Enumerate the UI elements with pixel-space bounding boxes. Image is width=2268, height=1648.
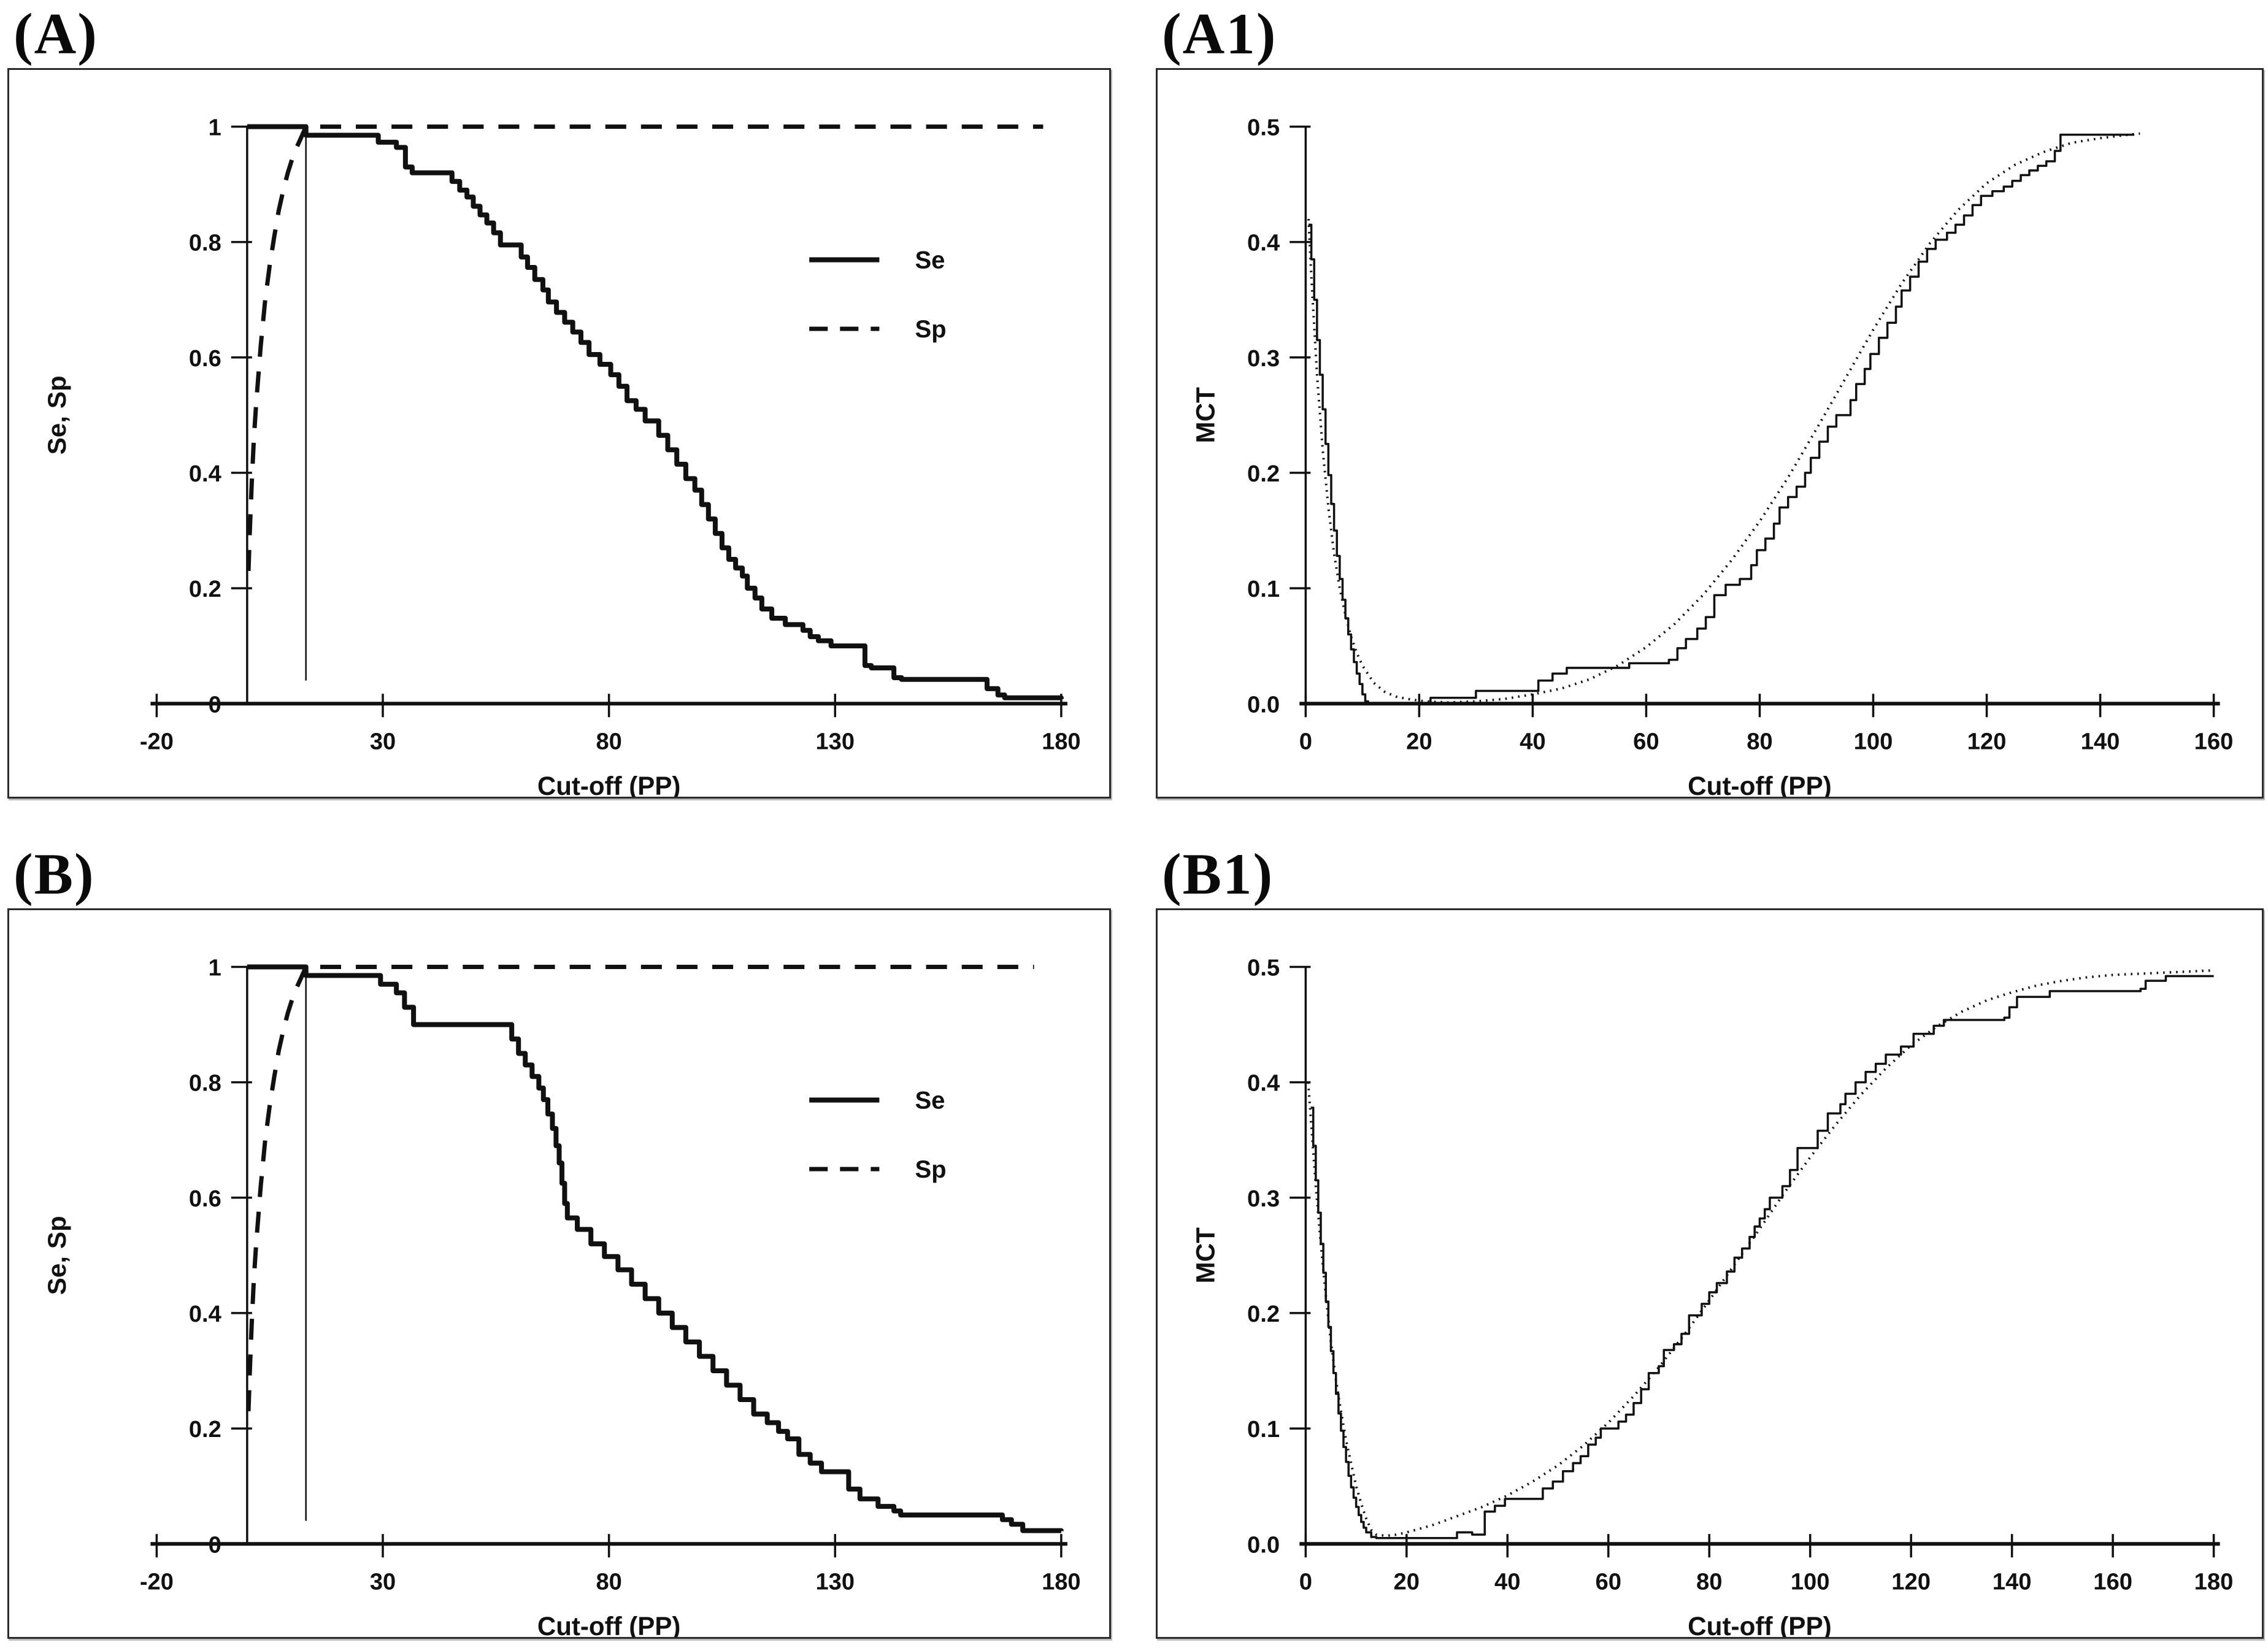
y-tick-label: 0.8 <box>189 1070 221 1097</box>
x-tick-label: 180 <box>1042 729 1080 755</box>
panel-a-chart-box: -20 30 80 130 180 0 0.2 0.4 0.6 0.8 1 Cut-off (PP) S… <box>7 68 1111 799</box>
y-tick-label: 0.4 <box>1247 230 1280 256</box>
x-tick-label: 80 <box>1747 729 1772 755</box>
axes: -20 30 80 130 180 0 0.2 0.4 0.6 0.8 1 <box>140 954 1081 1595</box>
x-tick-label: 80 <box>596 1569 621 1595</box>
x-tick-label: 180 <box>1042 1569 1080 1595</box>
series-mct-fitted <box>1307 132 2140 704</box>
x-tick-label: 20 <box>1406 729 1432 755</box>
y-tick-label: 0.4 <box>189 1301 221 1327</box>
series-se <box>247 964 1064 1533</box>
y-axis-title: Se, Sp <box>42 375 71 454</box>
panel-b-title: (B) <box>13 841 95 906</box>
legend-label-sp: Sp <box>915 1156 946 1183</box>
y-tick-label: 0.5 <box>1247 115 1280 141</box>
panel-b: (B) -20 30 80 130 180 0 0.2 0.4 0.6 0.8 1 Cut-off (… <box>7 845 1111 1639</box>
x-tick-label: 100 <box>1854 729 1893 755</box>
panel-b1: (B1) 0 20 40 60 80 100 120 140 160 180 0.0 0.1 0.2 0.… <box>1156 845 2264 1639</box>
panel-a-chart: -20 30 80 130 180 0 0.2 0.4 0.6 0.8 1 Cut-off (PP) S… <box>42 114 1081 797</box>
y-tick-label: 0 <box>209 1531 221 1558</box>
series-mct-empirical <box>1308 133 2135 705</box>
x-tick-label: 120 <box>1891 1569 1931 1595</box>
y-tick-label: 0.4 <box>1247 1070 1280 1097</box>
y-tick-label: 0.2 <box>189 576 221 602</box>
x-tick-label: 40 <box>1520 729 1545 755</box>
panel-a1-title: (A1) <box>1162 1 1277 66</box>
panel-b-chart: -20 30 80 130 180 0 0.2 0.4 0.6 0.8 1 Cut-off (PP) S… <box>42 954 1081 1637</box>
x-tick-label: 0 <box>1299 729 1312 755</box>
x-tick-label: 80 <box>596 729 621 755</box>
x-tick-label: 30 <box>370 729 396 755</box>
x-tick-label: 100 <box>1791 1569 1830 1595</box>
y-tick-label: 0.4 <box>189 461 221 487</box>
y-tick-label: 0.0 <box>1247 691 1280 718</box>
series-mct-empirical <box>1310 975 2214 1539</box>
x-axis-title: Cut-off (PP) <box>537 1612 681 1637</box>
x-tick-label: 180 <box>2194 1569 2234 1595</box>
x-tick-label: 0 <box>1299 1569 1312 1595</box>
y-tick-label: 0.8 <box>189 230 221 256</box>
y-tick-label: 1 <box>209 114 221 140</box>
y-axis-title: Se, Sp <box>42 1216 71 1295</box>
y-tick-label: 1 <box>209 954 221 981</box>
series-se <box>247 124 1064 700</box>
y-tick-label: 0.6 <box>189 345 221 372</box>
y-tick-label: 0.5 <box>1247 955 1280 981</box>
series-mct-fitted <box>1307 969 2214 1538</box>
x-axis-title: Cut-off (PP) <box>537 772 681 797</box>
y-tick-label: 0.3 <box>1247 345 1280 372</box>
legend-label-se: Se <box>915 1087 945 1114</box>
x-tick-label: 130 <box>816 1569 855 1595</box>
x-tick-label: 20 <box>1394 1569 1420 1595</box>
y-tick-label: 0.2 <box>1247 461 1280 487</box>
x-tick-label: 40 <box>1494 1569 1520 1595</box>
panel-a1: (A1) 0 20 40 60 80 100 120 140 160 0.0 0.1 0.2 0.3 0.… <box>1156 5 2264 799</box>
panel-b1-chart: 0 20 40 60 80 100 120 140 160 180 0.0 0.1 0.2 0.3 0.4 0… <box>1191 955 2234 1637</box>
y-tick-label: 0.1 <box>1247 1416 1280 1443</box>
panel-b-chart-box: -20 30 80 130 180 0 0.2 0.4 0.6 0.8 1 Cut-off (PP) S… <box>7 908 1111 1639</box>
panel-a1-chart-box: 0 20 40 60 80 100 120 140 160 0.0 0.1 0.2 0.3 0.4 0.5 C… <box>1156 68 2264 799</box>
y-tick-label: 0 <box>209 691 221 718</box>
y-tick-label: 0.0 <box>1247 1531 1280 1558</box>
legend-label-se: Se <box>915 247 945 274</box>
x-tick-label: 140 <box>1993 1569 2032 1595</box>
series-sp <box>246 964 1034 1411</box>
legend: Se Sp <box>809 1087 947 1183</box>
x-tick-label: 80 <box>1696 1569 1722 1595</box>
series-sp <box>246 124 1044 571</box>
y-tick-label: 0.3 <box>1247 1186 1280 1212</box>
y-tick-label: 0.2 <box>189 1416 221 1443</box>
x-tick-label: 160 <box>2194 729 2234 755</box>
x-tick-label: 120 <box>1967 729 2007 755</box>
panel-a: (A) -20 30 80 130 180 0 0.2 0.4 0.6 0.8 1 Cut-off (… <box>7 5 1111 799</box>
legend: Se Sp <box>809 247 947 343</box>
panel-b1-chart-box: 0 20 40 60 80 100 120 140 160 180 0.0 0.1 0.2 0.3 0.4 0… <box>1156 908 2264 1639</box>
x-tick-label: 140 <box>2081 729 2120 755</box>
panel-a1-chart: 0 20 40 60 80 100 120 140 160 0.0 0.1 0.2 0.3 0.4 0.5 C… <box>1191 115 2234 797</box>
y-tick-label: 0.2 <box>1247 1301 1280 1327</box>
x-axis-title: Cut-off (PP) <box>1688 1612 1832 1637</box>
x-tick-label: 60 <box>1596 1569 1621 1595</box>
legend-label-sp: Sp <box>915 315 946 343</box>
y-tick-label: 0.1 <box>1247 576 1280 602</box>
x-tick-label: 130 <box>816 729 855 755</box>
x-tick-label: -20 <box>140 1569 174 1595</box>
axes: 0 20 40 60 80 100 120 140 160 0.0 0.1 0.2 0.3 0.4 0.5 <box>1247 115 2233 755</box>
y-axis-title: MCT <box>1191 387 1220 443</box>
x-tick-label: 60 <box>1633 729 1659 755</box>
x-tick-label: -20 <box>140 729 174 755</box>
x-tick-label: 160 <box>2093 1569 2132 1595</box>
axes: 0 20 40 60 80 100 120 140 160 180 0.0 0.1 0.2 0.3 0.4 0… <box>1247 955 2233 1595</box>
axes: -20 30 80 130 180 0 0.2 0.4 0.6 0.8 1 <box>140 114 1081 754</box>
y-tick-label: 0.6 <box>189 1186 221 1212</box>
y-axis-title: MCT <box>1191 1227 1220 1284</box>
panel-b1-title: (B1) <box>1162 841 1274 906</box>
x-axis-title: Cut-off (PP) <box>1688 772 1832 797</box>
panel-a-title: (A) <box>13 1 98 66</box>
x-tick-label: 30 <box>370 1569 396 1595</box>
